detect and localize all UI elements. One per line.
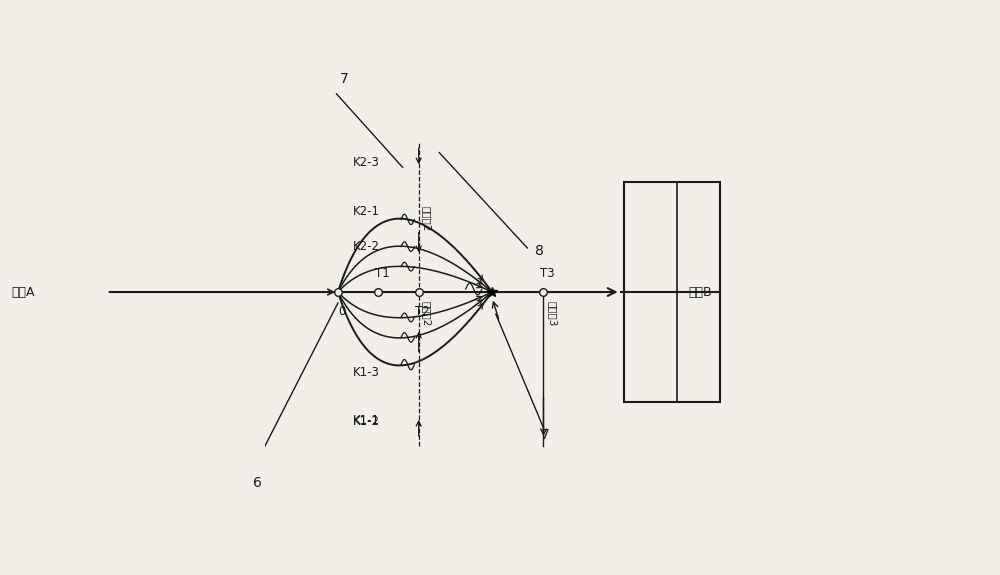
Text: K2-3: K2-3 (353, 156, 380, 170)
Text: T2: T2 (415, 305, 430, 317)
Text: 厂站A: 厂站A (11, 286, 35, 298)
Text: 分支睆2: 分支睆2 (421, 301, 431, 327)
Text: 分支睆2: 分支睆2 (421, 206, 431, 231)
Text: K2-1: K2-1 (353, 205, 380, 218)
Text: T3: T3 (540, 267, 554, 279)
Text: K2-2: K2-2 (353, 240, 380, 254)
Text: 0: 0 (338, 305, 345, 317)
Bar (624, 182, 720, 402)
Text: K1-1: K1-1 (353, 414, 380, 427)
Text: 7: 7 (541, 428, 549, 442)
Text: K1-2: K1-2 (353, 415, 380, 428)
Bar (8, 182, 103, 402)
Text: 分支睆3: 分支睆3 (547, 301, 557, 327)
Circle shape (141, 264, 197, 320)
Text: 7: 7 (339, 72, 348, 86)
Text: 8: 8 (535, 244, 544, 258)
Text: 6: 6 (253, 476, 262, 489)
Text: T1: T1 (375, 267, 389, 279)
Text: K1-3: K1-3 (353, 366, 380, 380)
Text: 厂站B: 厂站B (689, 286, 712, 298)
